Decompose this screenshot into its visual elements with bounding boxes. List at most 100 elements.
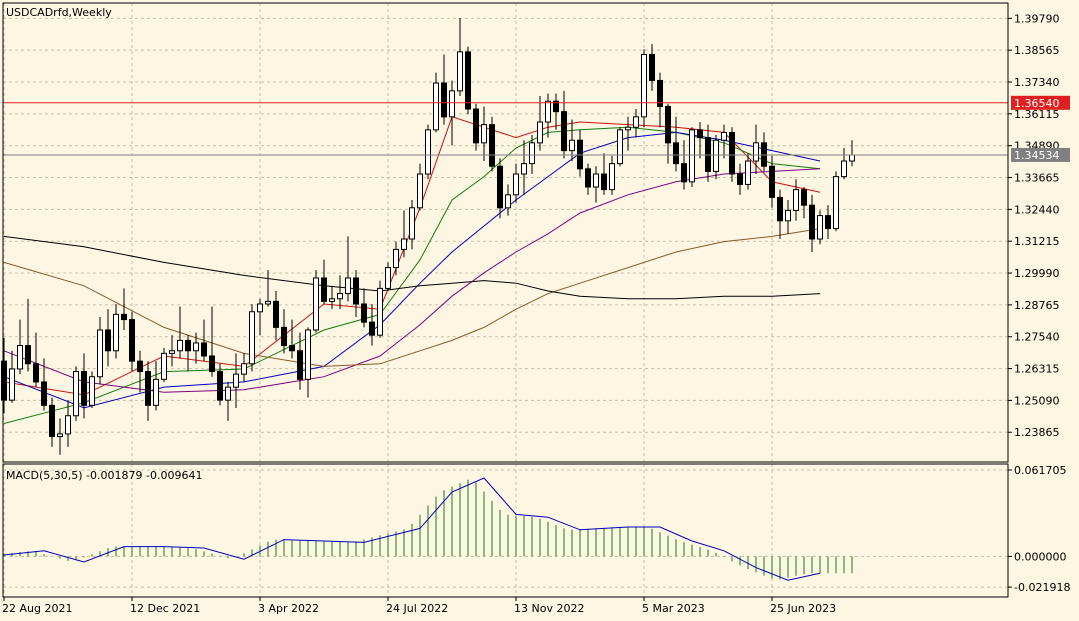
price-tick-label: 1.37340	[1014, 76, 1060, 89]
price-tick-label: 1.27540	[1014, 331, 1060, 344]
candle-body	[753, 142, 759, 162]
candle-body	[601, 173, 607, 191]
candle-body	[649, 53, 655, 81]
candle-body	[65, 415, 71, 435]
candle-body	[145, 371, 151, 406]
candle-body	[169, 350, 175, 354]
price-tick-label: 1.25090	[1014, 394, 1060, 407]
candle-body	[153, 378, 159, 406]
candle-body	[185, 339, 191, 352]
candle-body	[329, 298, 335, 302]
candle-body	[561, 111, 567, 152]
candle-body	[441, 82, 447, 118]
candle-body	[801, 189, 807, 206]
candle-body	[505, 194, 511, 209]
candle-body	[641, 53, 647, 118]
candle-body	[33, 363, 39, 383]
candle-body	[281, 326, 287, 347]
price-tick-label: 1.39790	[1014, 12, 1060, 25]
price-tick-label: 1.28765	[1014, 299, 1060, 312]
candle-body	[593, 173, 599, 188]
candle-body	[233, 373, 239, 388]
price-tag	[1011, 95, 1070, 110]
candle-body	[265, 300, 271, 305]
macd-label: MACD(5,30,5) -0.001879 -0.009641	[6, 469, 202, 482]
candle-body	[625, 126, 631, 131]
candle-body	[657, 79, 663, 107]
candle-body	[353, 277, 359, 305]
candle-body	[617, 129, 623, 165]
macd-tick-label: 0.061705	[1014, 464, 1067, 477]
candle-body	[297, 350, 303, 380]
candle-body	[545, 100, 551, 123]
candle-body	[521, 163, 527, 175]
candle-body	[385, 267, 391, 289]
candle-body	[369, 321, 375, 336]
candle-body	[73, 371, 79, 417]
candle-body	[529, 142, 535, 165]
axis-labels: 1.397901.385651.373401.361151.348901.336…	[2, 12, 1070, 615]
price-tag-label: 1.36540	[1014, 97, 1060, 110]
price-tick-label: 1.29990	[1014, 267, 1060, 280]
candle-body	[785, 209, 791, 222]
candle-body	[689, 129, 695, 183]
candle-body	[633, 116, 639, 128]
candle-body	[409, 207, 415, 240]
price-tick-label: 1.36115	[1014, 108, 1060, 121]
candle-body	[129, 319, 135, 362]
candle-body	[289, 345, 295, 352]
time-tick-label: 25 Jun 2023	[770, 602, 836, 615]
candle-body	[833, 176, 839, 230]
moving-average-line	[3, 126, 821, 424]
candle-body	[777, 196, 783, 222]
candle-body	[361, 303, 367, 323]
candle-body	[553, 100, 559, 113]
candle-body	[473, 108, 479, 144]
candle-body	[513, 173, 519, 196]
candle-body	[321, 277, 327, 302]
candle-body	[257, 303, 263, 313]
candle-body	[393, 248, 399, 269]
candle-body	[41, 381, 47, 406]
candle-body	[1, 360, 7, 401]
candle-body	[9, 368, 15, 401]
candle-body	[697, 129, 703, 139]
price-tag-label: 1.34534	[1014, 149, 1060, 162]
candle-body	[217, 371, 223, 401]
candle-body	[449, 90, 455, 118]
candle-body	[497, 165, 503, 209]
candle-body	[673, 142, 679, 165]
candle-body	[849, 154, 855, 162]
time-tick-label: 24 Jul 2022	[386, 602, 448, 615]
macd-histogram	[3, 477, 853, 581]
candle-body	[489, 124, 495, 167]
candle-body	[537, 121, 543, 144]
price-tick-label: 1.38565	[1014, 44, 1060, 57]
moving-average-line	[3, 235, 821, 300]
candle-body	[193, 342, 199, 352]
candle-body	[817, 215, 823, 240]
candle-body	[721, 131, 727, 141]
price-tag	[1011, 147, 1070, 162]
candle-body	[425, 129, 431, 175]
time-tick-label: 5 Mar 2023	[642, 602, 705, 615]
price-pane-frame	[2, 2, 1009, 463]
candle-body	[105, 329, 111, 352]
moving-averages	[3, 116, 821, 424]
candle-body	[273, 300, 279, 328]
level-lines	[3, 102, 1008, 156]
candle-body	[89, 376, 95, 406]
candle-body	[113, 313, 119, 352]
candle-body	[569, 139, 575, 152]
candle-body	[793, 189, 799, 211]
macd-signal-line	[3, 477, 821, 581]
candle-body	[337, 293, 343, 300]
price-tick-label: 1.26315	[1014, 363, 1060, 376]
price-tick-label: 1.33665	[1014, 172, 1060, 185]
candle-body	[209, 355, 215, 373]
candle-body	[417, 173, 423, 209]
candle-body	[809, 204, 815, 240]
candle-body	[305, 329, 311, 380]
candle-body	[377, 287, 383, 336]
